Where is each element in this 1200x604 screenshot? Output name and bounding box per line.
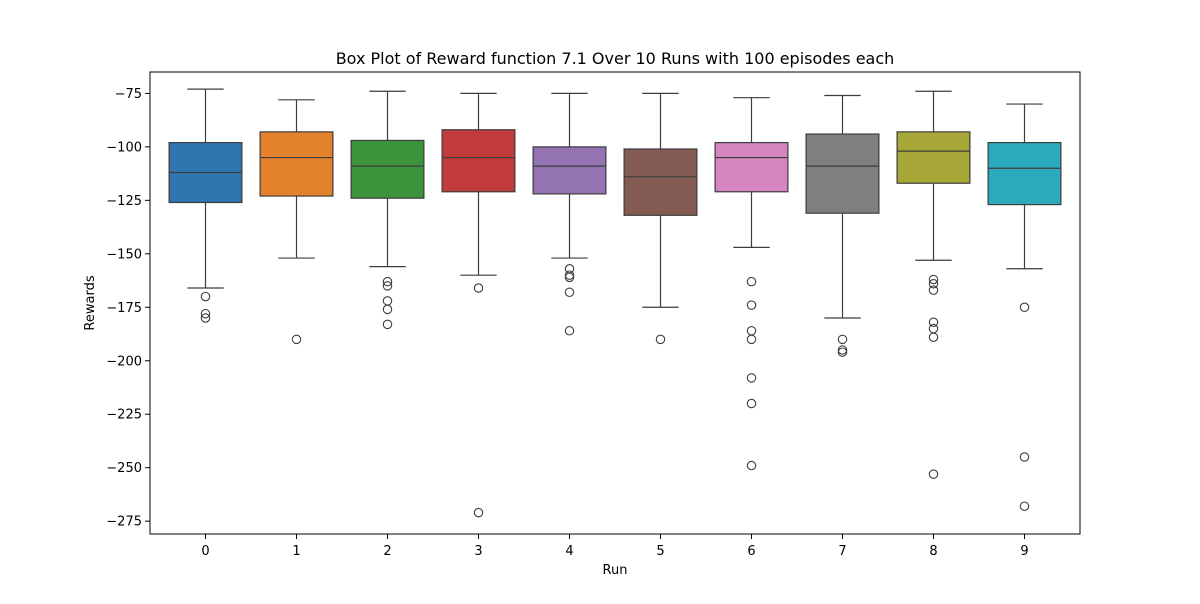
outlier-point: [928, 317, 939, 327]
box-group-run-3: [441, 92, 516, 518]
outlier-point: [564, 272, 575, 283]
outlier-point: [928, 323, 939, 334]
box-group-run-5: [623, 92, 698, 345]
x-tick-label: 3: [474, 544, 482, 559]
outlier-point: [746, 300, 757, 310]
outlier-point: [746, 334, 757, 345]
outlier-point: [837, 347, 848, 357]
iqr-box: [623, 148, 698, 216]
outlier-point: [746, 276, 757, 287]
x-tick-label: 4: [565, 544, 573, 559]
iqr-box: [441, 129, 516, 193]
y-tick-label: −275: [106, 515, 142, 530]
iqr-box: [987, 141, 1062, 206]
outlier-point: [564, 326, 575, 336]
y-tick-label: −125: [106, 194, 142, 209]
outlier-point: [1019, 501, 1030, 511]
outlier-point: [655, 334, 666, 345]
outlier-point: [1019, 452, 1030, 462]
outlier-point: [382, 304, 393, 315]
x-tick-label: 2: [383, 544, 391, 559]
outlier-point: [200, 313, 211, 323]
x-tick-label: 6: [747, 544, 755, 559]
outlier-point: [564, 287, 575, 298]
y-tick-label: −150: [106, 247, 142, 262]
outlier-point: [928, 274, 939, 285]
iqr-box: [532, 146, 607, 195]
x-axis: 0 1 2 3 4 5 6 7 8 9: [201, 534, 1029, 559]
y-tick-label: −75: [115, 87, 142, 102]
y-tick-label: −100: [106, 140, 142, 155]
outlier-point: [837, 334, 848, 345]
box-group-run-0: [168, 88, 243, 323]
outlier-point: [1019, 302, 1030, 313]
outlier-point: [200, 308, 211, 319]
outlier-point: [291, 334, 302, 345]
iqr-box: [259, 131, 334, 197]
box-group-run-2: [350, 90, 425, 330]
box-group-run-4: [532, 92, 607, 336]
outlier-point: [473, 283, 484, 293]
x-tick-label: 7: [838, 544, 846, 559]
y-tick-label: −175: [106, 301, 142, 316]
outlier-point: [382, 296, 393, 306]
outlier-point: [928, 278, 939, 289]
outlier-point: [200, 291, 211, 302]
outlier-point: [746, 398, 757, 409]
outlier-point: [473, 507, 484, 518]
outlier-point: [928, 285, 939, 295]
iqr-box: [896, 131, 971, 184]
y-axis: −75 −100 −125 −150 −175 −200 −225 −250 −275: [106, 87, 150, 530]
box-group-run-7: [805, 94, 880, 357]
outlier-point: [746, 460, 757, 471]
iqr-box: [805, 133, 880, 214]
y-tick-label: −250: [106, 461, 142, 476]
outlier-point: [928, 332, 939, 342]
box-group-run-1: [259, 99, 334, 345]
outlier-point: [746, 326, 757, 336]
x-axis-title: Run: [603, 563, 628, 578]
box-group-run-9: [987, 103, 1062, 511]
box-group-run-6: [714, 97, 789, 471]
outlier-point: [746, 373, 757, 383]
x-tick-label: 8: [929, 544, 937, 559]
x-tick-label: 0: [201, 544, 209, 559]
y-tick-label: −225: [106, 408, 142, 423]
y-axis-title: Rewards: [83, 275, 98, 330]
outlier-point: [382, 281, 393, 291]
boxes-layer: [168, 88, 1062, 518]
outlier-point: [928, 469, 939, 479]
chart-title: Box Plot of Reward function 7.1 Over 10 …: [336, 49, 895, 68]
x-tick-label: 1: [292, 544, 300, 559]
box-group-run-8: [896, 90, 971, 479]
iqr-box: [350, 139, 425, 199]
outlier-point: [382, 319, 393, 330]
x-tick-label: 9: [1020, 544, 1028, 559]
outlier-point: [564, 270, 575, 280]
outlier-point: [382, 276, 393, 287]
x-tick-label: 5: [656, 544, 664, 559]
plot-frame: [149, 71, 1081, 535]
outlier-point: [837, 345, 848, 355]
iqr-box: [714, 141, 789, 193]
y-tick-label: −200: [106, 354, 142, 369]
